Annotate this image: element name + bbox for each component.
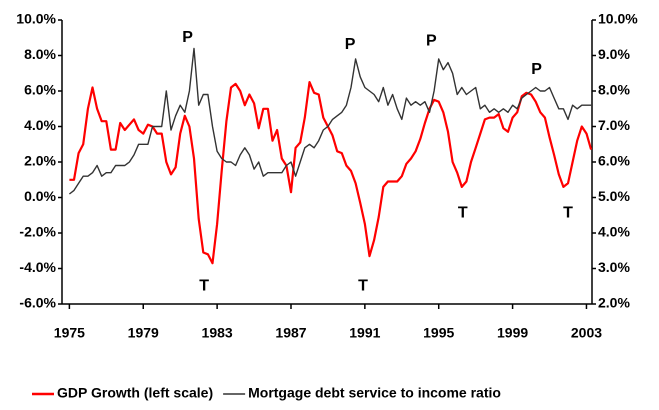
y-tick-label: -2.0% bbox=[19, 224, 56, 240]
y2-tick-label: 3.0% bbox=[598, 259, 630, 275]
y-tick-label: 6.0% bbox=[24, 82, 56, 98]
x-tick-label: 1999 bbox=[497, 325, 528, 341]
annotation: T bbox=[199, 277, 209, 294]
annotation: T bbox=[358, 277, 368, 294]
y-tick-label: 10.0% bbox=[16, 11, 56, 27]
x-tick-label: 1983 bbox=[202, 325, 233, 341]
legend-label: Mortgage debt service to income ratio bbox=[248, 385, 501, 401]
x-tick-label: 1979 bbox=[128, 325, 159, 341]
annotation: P bbox=[531, 61, 542, 78]
y-tick-label: -6.0% bbox=[19, 295, 56, 311]
y2-tick-label: 2.0% bbox=[598, 295, 630, 311]
annotation: T bbox=[458, 205, 468, 222]
y-tick-label: 4.0% bbox=[24, 117, 56, 133]
y-tick-label: 2.0% bbox=[24, 153, 56, 169]
series-line bbox=[69, 81, 593, 265]
x-tick-label: 1991 bbox=[349, 325, 380, 341]
series-line bbox=[68, 47, 592, 195]
y2-tick-label: 6.0% bbox=[598, 153, 630, 169]
y2-tick-label: 7.0% bbox=[598, 117, 630, 133]
y2-tick-label: 9.0% bbox=[598, 46, 630, 62]
y-tick-label: -4.0% bbox=[19, 259, 56, 275]
annotation: P bbox=[182, 29, 193, 46]
y2-tick-label: 5.0% bbox=[598, 188, 630, 204]
y-tick-label: 8.0% bbox=[24, 46, 56, 62]
x-tick-label: 1975 bbox=[54, 325, 85, 341]
annotation: P bbox=[426, 33, 437, 50]
y2-tick-label: 8.0% bbox=[598, 82, 630, 98]
annotation: T bbox=[563, 205, 573, 222]
annotation: P bbox=[345, 36, 356, 53]
y-tick-label: 0.0% bbox=[24, 188, 56, 204]
x-tick-label: 1987 bbox=[275, 325, 306, 341]
y2-tick-label: 10.0% bbox=[598, 11, 638, 27]
x-tick-label: 2003 bbox=[571, 325, 602, 341]
legend-label: GDP Growth (left scale) bbox=[57, 385, 213, 401]
y2-tick-label: 4.0% bbox=[598, 224, 630, 240]
x-tick-label: 1995 bbox=[423, 325, 454, 341]
